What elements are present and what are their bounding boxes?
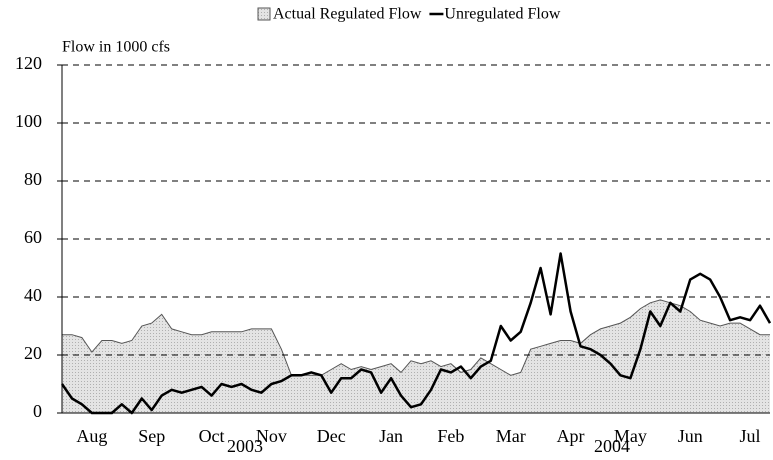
area-outline bbox=[62, 299, 770, 376]
y-tick-label: 60 bbox=[24, 227, 42, 247]
y-tick-label: 0 bbox=[33, 401, 42, 421]
legend-label: Actual Regulated Flow bbox=[273, 6, 422, 23]
x-tick-label: Mar bbox=[496, 426, 526, 446]
y-axis-label: Flow in 1000 cfs bbox=[62, 39, 170, 56]
y-tick-label: 80 bbox=[24, 169, 42, 189]
x-tick-label: Sep bbox=[138, 426, 165, 446]
x-tick-label: Dec bbox=[317, 426, 346, 446]
x-tick-label: May bbox=[614, 426, 647, 446]
x-tick-label: Feb bbox=[437, 426, 464, 446]
y-tick-label: 40 bbox=[24, 285, 42, 305]
y-tick-label: 20 bbox=[24, 343, 42, 363]
x-tick-label: Apr bbox=[557, 426, 585, 446]
year-label: 2003 bbox=[227, 436, 263, 456]
legend-label: Unregulated Flow bbox=[444, 6, 560, 23]
y-tick-label: 100 bbox=[15, 111, 42, 131]
x-tick-label: Jul bbox=[740, 426, 761, 446]
x-tick-label: Oct bbox=[199, 426, 225, 446]
x-tick-label: Aug bbox=[76, 426, 107, 446]
legend-swatch bbox=[257, 7, 271, 21]
y-tick-label: 120 bbox=[15, 53, 42, 73]
x-tick-label: Nov bbox=[256, 426, 287, 446]
x-tick-label: Jan bbox=[379, 426, 403, 446]
year-label: 2004 bbox=[594, 436, 630, 456]
x-tick-label: Jun bbox=[678, 426, 703, 446]
line bbox=[60, 252, 772, 415]
